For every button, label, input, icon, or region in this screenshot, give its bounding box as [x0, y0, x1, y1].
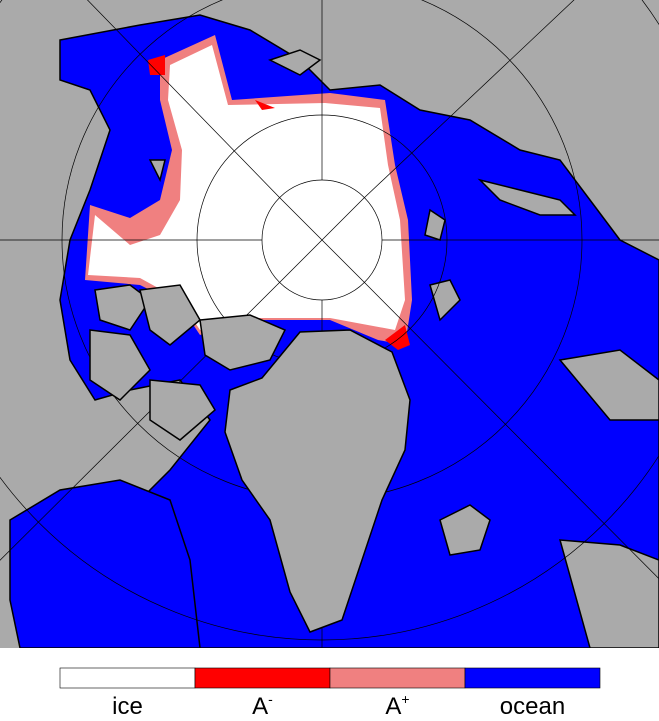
legend-swatch — [329, 667, 466, 689]
map — [0, 0, 659, 648]
transition — [148, 55, 165, 75]
legend-label-text: A — [252, 693, 268, 716]
ice — [88, 45, 405, 330]
legend-label: A+ — [385, 691, 409, 716]
legend-label-text: ocean — [500, 693, 565, 716]
legend-label: ocean — [500, 693, 565, 716]
transition — [255, 100, 275, 110]
legend-swatch — [59, 667, 196, 689]
legend: ice A- A+ ocean — [59, 667, 601, 720]
legend-label: A- — [252, 691, 273, 716]
greenland — [224, 329, 411, 633]
archipelago — [89, 284, 287, 441]
legend-swatch — [194, 667, 331, 689]
legend-swatch — [464, 667, 601, 689]
legend-label-text: ice — [112, 693, 143, 716]
legend-label-text: A — [385, 693, 401, 716]
legend-label: ice — [112, 693, 143, 716]
legend-label-sup: + — [401, 691, 409, 707]
legend-label-sup: - — [268, 691, 273, 707]
